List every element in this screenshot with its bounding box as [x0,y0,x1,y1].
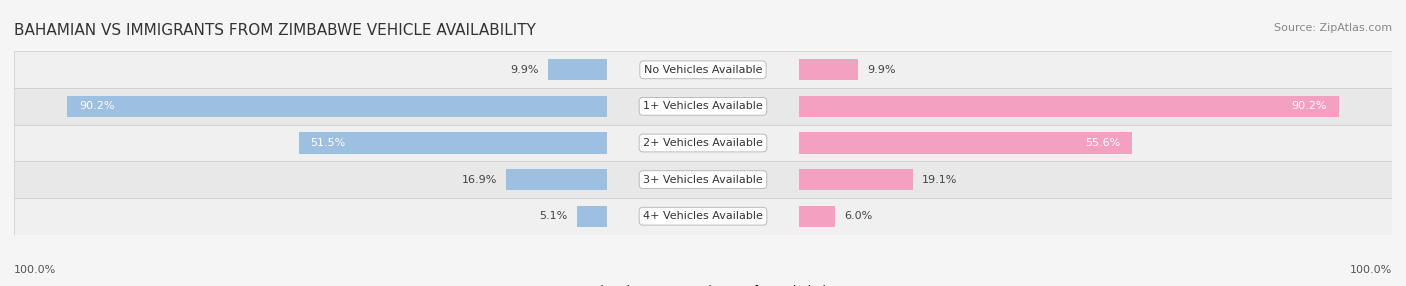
Bar [506,169,607,190]
Bar [799,96,1340,117]
Text: 16.9%: 16.9% [461,175,496,184]
Bar [14,161,1392,198]
Bar [799,59,858,80]
Text: 55.6%: 55.6% [1084,138,1121,148]
Legend: Bahamian, Immigrants from Zimbabwe: Bahamian, Immigrants from Zimbabwe [558,285,848,286]
Bar [799,169,914,190]
Text: Source: ZipAtlas.com: Source: ZipAtlas.com [1274,23,1392,33]
Text: 4+ Vehicles Available: 4+ Vehicles Available [643,211,763,221]
Text: 9.9%: 9.9% [510,65,538,75]
Bar [799,206,835,227]
Text: 5.1%: 5.1% [540,211,568,221]
Text: 90.2%: 90.2% [1292,102,1327,111]
Text: No Vehicles Available: No Vehicles Available [644,65,762,75]
Bar [14,198,1392,235]
Text: 100.0%: 100.0% [1350,265,1392,275]
Text: 3+ Vehicles Available: 3+ Vehicles Available [643,175,763,184]
Text: 19.1%: 19.1% [922,175,957,184]
Text: 9.9%: 9.9% [868,65,896,75]
Bar [66,96,607,117]
Text: 2+ Vehicles Available: 2+ Vehicles Available [643,138,763,148]
Bar [548,59,607,80]
Text: 100.0%: 100.0% [14,265,56,275]
Bar [14,125,1392,161]
Bar [799,132,1132,154]
Text: 90.2%: 90.2% [79,102,114,111]
Text: 51.5%: 51.5% [311,138,346,148]
Bar [298,132,607,154]
Bar [14,51,1392,88]
Bar [576,206,607,227]
Text: BAHAMIAN VS IMMIGRANTS FROM ZIMBABWE VEHICLE AVAILABILITY: BAHAMIAN VS IMMIGRANTS FROM ZIMBABWE VEH… [14,23,536,38]
Bar [14,88,1392,125]
Text: 1+ Vehicles Available: 1+ Vehicles Available [643,102,763,111]
Text: 6.0%: 6.0% [844,211,872,221]
